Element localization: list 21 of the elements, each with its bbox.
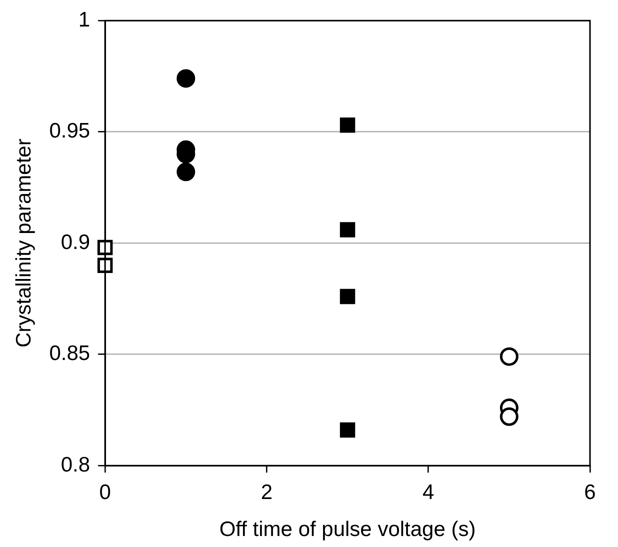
y-tick-label: 0.9 — [60, 230, 90, 254]
x-tick-label: 2 — [260, 480, 273, 504]
y-tick-label: 0.85 — [49, 342, 90, 366]
point — [340, 288, 356, 304]
y-tick-label: 1 — [78, 8, 90, 32]
x-tick-label: 6 — [584, 480, 596, 504]
point — [500, 347, 518, 366]
x-tick-label: 4 — [422, 480, 435, 504]
point — [500, 407, 518, 426]
point — [97, 258, 113, 273]
y-tick-label: 0.8 — [60, 453, 90, 476]
point — [176, 162, 196, 182]
y-tick-label: 0.95 — [49, 120, 90, 143]
point — [340, 222, 356, 238]
x-tick-label: 0 — [99, 480, 111, 504]
x-axis-title: Off time of pulse voltage (s) — [219, 518, 476, 542]
point — [340, 118, 356, 133]
y-axis-title: Crystallinity parameter — [12, 138, 36, 348]
point — [340, 422, 356, 438]
point — [176, 69, 196, 88]
point — [97, 240, 113, 256]
